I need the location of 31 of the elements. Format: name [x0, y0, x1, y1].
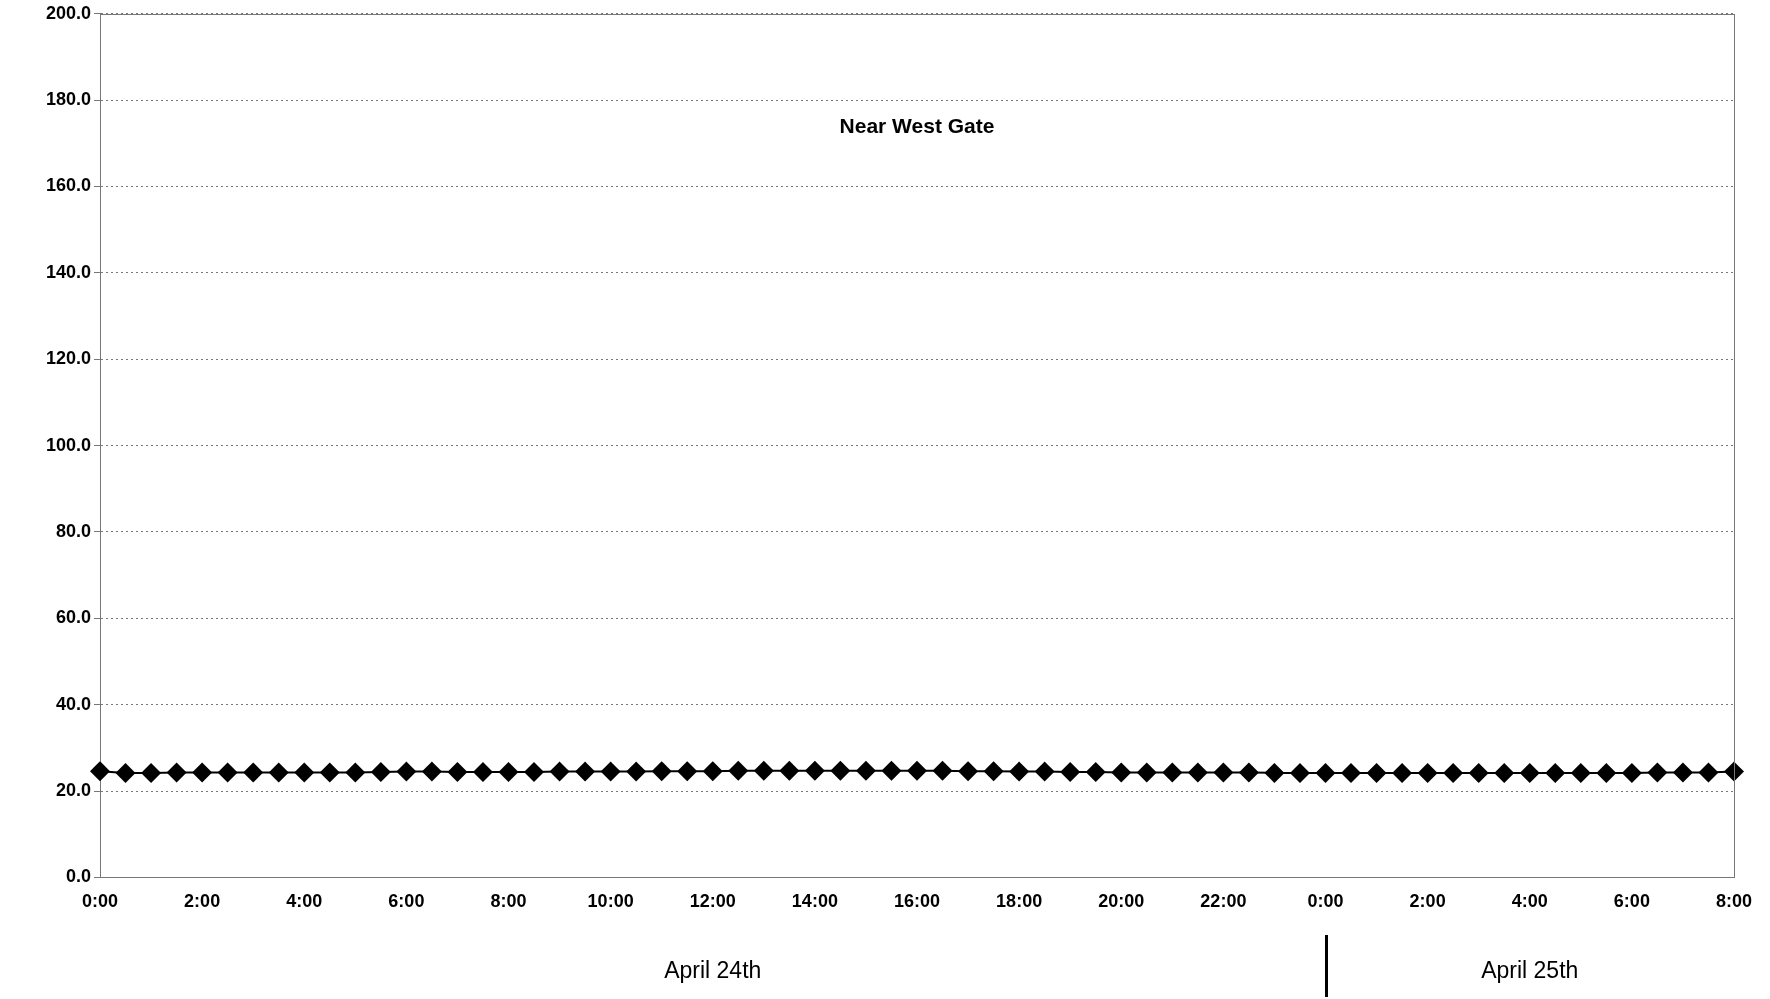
y-tick-label: 80.0 — [55, 520, 91, 541]
y-tick-label: 20.0 — [55, 780, 91, 801]
x-tick-label: 0:00 — [81, 891, 119, 912]
y-tick-label: 160.0 — [45, 175, 91, 196]
x-tick-label: 14:00 — [791, 891, 838, 912]
y-tick-label: 200.0 — [45, 2, 91, 23]
x-tick-label: 8:00 — [1715, 891, 1753, 912]
x-tick-label: 0:00 — [1307, 891, 1344, 912]
y-tick-label: 0.0 — [65, 866, 91, 887]
x-tick-label: 6:00 — [388, 891, 425, 912]
x-tick-label: 4:00 — [1511, 891, 1548, 912]
y-tick-label: 140.0 — [45, 261, 91, 282]
text: April 24th — [664, 956, 762, 983]
y-tick-label: 40.0 — [55, 693, 91, 714]
x-tick-label: 4:00 — [286, 891, 323, 912]
y-tick-label: 120.0 — [45, 348, 91, 369]
x-tick-label: 2:00 — [1409, 891, 1446, 912]
y-tick-label: 100.0 — [45, 434, 91, 455]
text: April 25th — [1481, 956, 1579, 983]
x-tick-label: 16:00 — [893, 891, 941, 912]
x-tick-label: 8:00 — [490, 891, 527, 912]
x-tick-label: 10:00 — [587, 891, 634, 912]
x-tick-label: 18:00 — [996, 891, 1043, 912]
x-tick-label: 22:00 — [1200, 891, 1247, 912]
x-tick-label: 20:00 — [1098, 891, 1145, 912]
x-tick-label: 6:00 — [1613, 891, 1650, 912]
y-tick-label: 60.0 — [55, 607, 91, 628]
y-tick-label: 180.0 — [45, 89, 91, 110]
text: Near West Gate — [839, 113, 995, 137]
x-tick-label: 2:00 — [184, 891, 221, 912]
x-tick-label: 12:00 — [689, 891, 736, 912]
